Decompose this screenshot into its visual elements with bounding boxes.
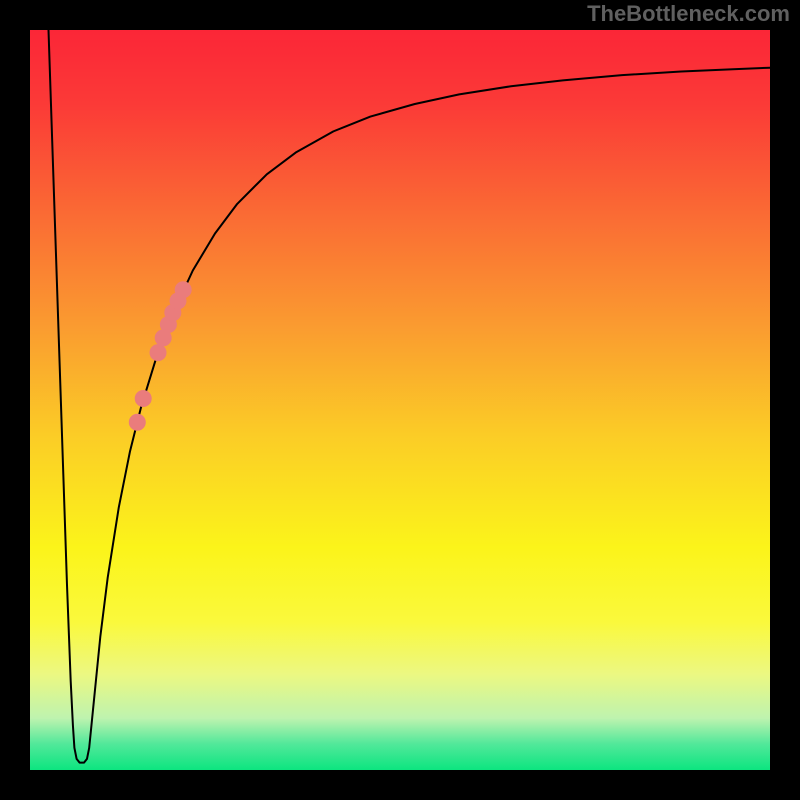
data-point	[135, 391, 151, 407]
data-point	[175, 282, 191, 298]
data-point	[129, 414, 145, 430]
watermark-text: TheBottleneck.com	[587, 1, 790, 26]
data-point	[150, 345, 166, 361]
chart-root: TheBottleneck.com	[0, 0, 800, 800]
bottleneck-chart: TheBottleneck.com	[0, 0, 800, 800]
